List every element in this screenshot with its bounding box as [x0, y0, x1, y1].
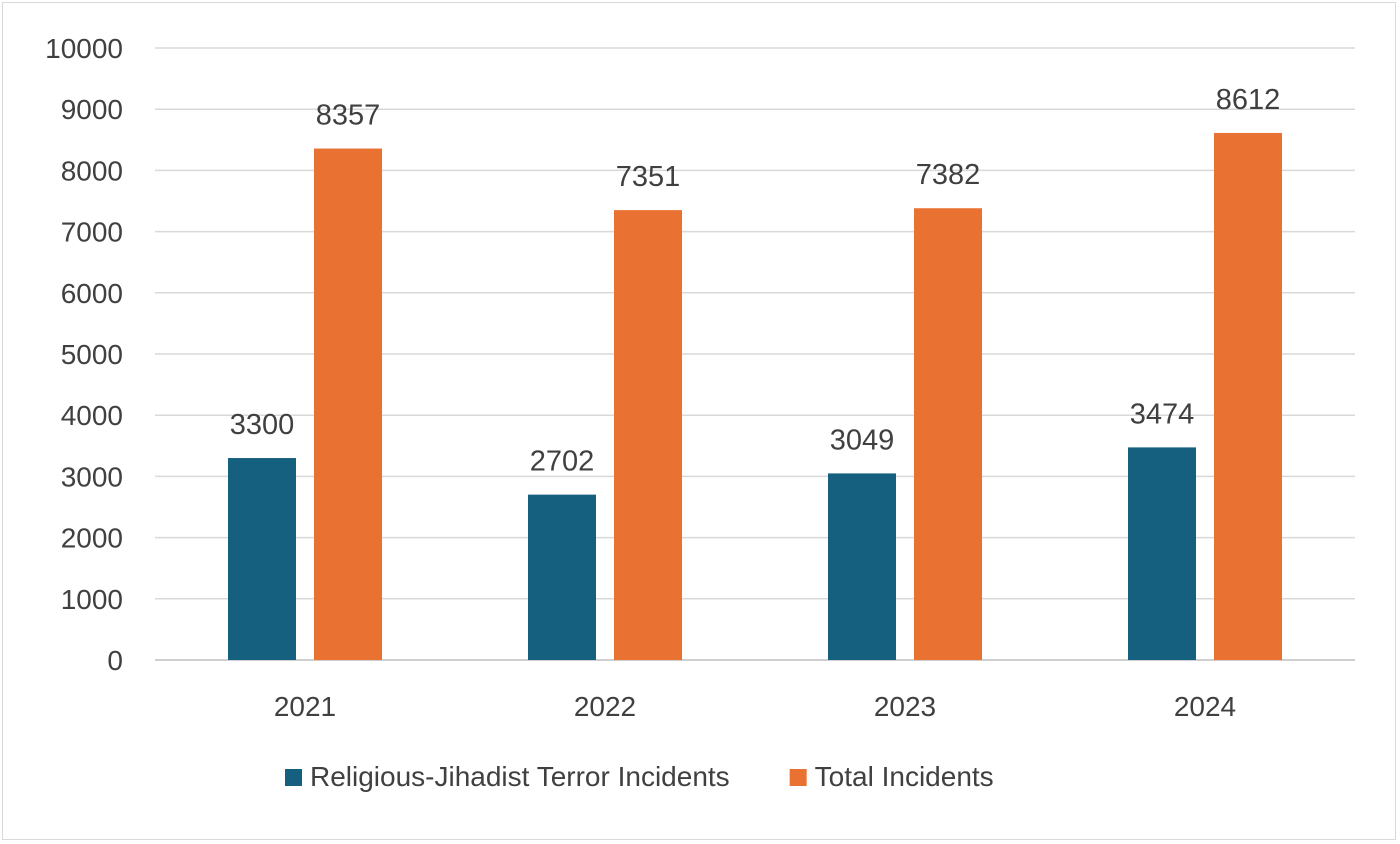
bar-2023-series-0[interactable]: [828, 473, 896, 660]
data-label: 8612: [1216, 84, 1281, 116]
y-tick-label: 2000: [61, 523, 123, 554]
x-tick-label: 2024: [1174, 691, 1236, 722]
y-tick-label: 6000: [61, 278, 123, 309]
legend-label: Total Incidents: [815, 761, 994, 792]
bar-2022-series-0[interactable]: [528, 494, 596, 660]
data-label: 7351: [616, 161, 681, 193]
x-axis-tick-labels: 2021 2022 2023 2024: [274, 691, 1236, 722]
y-tick-label: 7000: [61, 217, 123, 248]
y-tick-label: 5000: [61, 339, 123, 370]
legend-swatch: [789, 769, 807, 786]
legend-item[interactable]: Religious-Jihadist Terror Incidents: [285, 761, 730, 792]
y-tick-label: 3000: [61, 461, 123, 492]
data-label: 3300: [230, 409, 295, 441]
y-tick-label: 0: [107, 645, 123, 676]
data-label: 8357: [316, 100, 381, 132]
bar-2024-series-0[interactable]: [1128, 447, 1196, 660]
legend-swatch: [285, 769, 302, 786]
data-label: 3049: [830, 424, 895, 456]
x-tick-label: 2021: [274, 691, 336, 722]
y-tick-label: 8000: [61, 155, 123, 186]
legend-label: Religious-Jihadist Terror Incidents: [310, 761, 730, 792]
legend: Religious-Jihadist Terror Incidents Total…: [285, 761, 994, 792]
bar-2024-series-1[interactable]: [1214, 132, 1282, 660]
y-tick-label: 1000: [61, 584, 123, 615]
y-tick-label: 4000: [61, 400, 123, 431]
bar-2022-series-1[interactable]: [614, 210, 682, 660]
y-tick-label: 9000: [61, 94, 123, 125]
data-label: 3474: [1130, 398, 1195, 430]
bars: [228, 132, 1282, 660]
data-labels: 3300 8357 2702 7351 3049 7382 3474 8612: [230, 84, 1281, 478]
bar-chart: 0 1000 2000 3000 4000 5000 6000 7000 8000 9000 100…: [45, 33, 1355, 792]
x-tick-label: 2022: [574, 691, 636, 722]
bar-2021-series-0[interactable]: [228, 458, 296, 660]
bar-2023-series-1[interactable]: [914, 208, 982, 660]
y-tick-label: 10000: [45, 33, 123, 64]
x-tick-label: 2023: [874, 691, 936, 722]
legend-item[interactable]: Total Incidents: [789, 761, 994, 792]
data-label: 7382: [916, 159, 981, 191]
y-axis-tick-labels: 0 1000 2000 3000 4000 5000 6000 7000 8000 9000 100…: [45, 33, 123, 676]
data-label: 2702: [530, 446, 595, 478]
bar-2021-series-1[interactable]: [314, 148, 382, 660]
